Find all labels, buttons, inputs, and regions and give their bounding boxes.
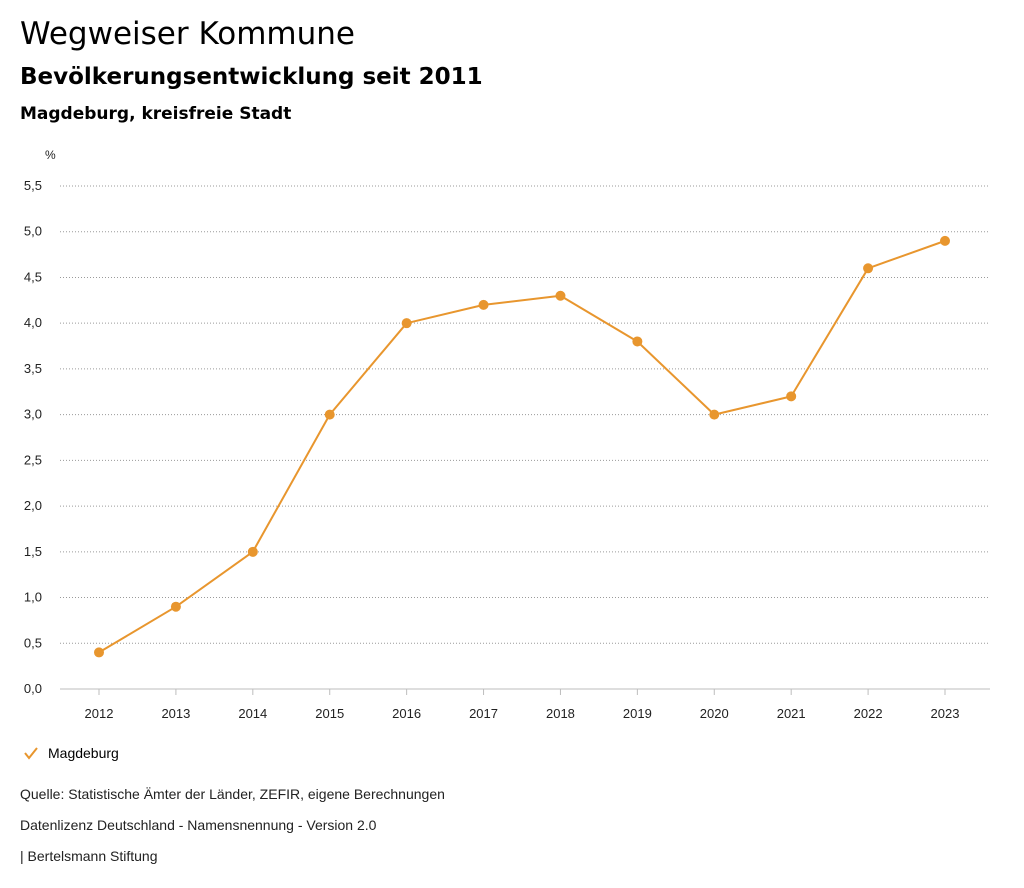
y-tick-label: 2,5 bbox=[24, 452, 42, 467]
data-point bbox=[786, 391, 797, 402]
y-tick-label: 5,5 bbox=[24, 178, 42, 193]
check-icon bbox=[24, 747, 38, 760]
y-tick-label: 1,5 bbox=[24, 544, 42, 559]
y-tick-label: 3,0 bbox=[24, 407, 42, 422]
data-point bbox=[632, 336, 643, 347]
region-label: Magdeburg, kreisfreie Stadt bbox=[20, 104, 292, 124]
data-point bbox=[170, 601, 181, 612]
x-tick-label: 2023 bbox=[931, 706, 960, 721]
chart-subtitle: Bevölkerungsentwicklung seit 2011 bbox=[20, 64, 483, 90]
data-point bbox=[94, 647, 104, 658]
data-point bbox=[863, 263, 874, 274]
data-point bbox=[401, 318, 412, 329]
series-line bbox=[98, 239, 946, 654]
data-point bbox=[324, 409, 335, 420]
y-tick-label: 5,0 bbox=[24, 224, 42, 239]
y-tick-label: 4,5 bbox=[24, 269, 42, 284]
x-tick-label: 2020 bbox=[700, 706, 729, 721]
x-tick-label: 2017 bbox=[469, 706, 498, 721]
x-tick-label: 2014 bbox=[238, 706, 267, 721]
x-tick-label: 2018 bbox=[546, 706, 575, 721]
data-point bbox=[940, 235, 950, 246]
y-tick-label: 1,0 bbox=[24, 590, 42, 605]
source-note: Quelle: Statistische Ämter der Länder, Z… bbox=[20, 786, 445, 802]
x-tick-label: 2016 bbox=[392, 706, 421, 721]
y-tick-label: 0,0 bbox=[24, 681, 42, 696]
legend-label: Magdeburg bbox=[48, 745, 119, 761]
chart-legend[interactable]: Magdeburg bbox=[22, 744, 119, 762]
publisher-note: | Bertelsmann Stiftung bbox=[20, 848, 158, 864]
x-tick-label: 2013 bbox=[161, 706, 190, 721]
y-tick-label: 2,0 bbox=[24, 498, 42, 513]
y-tick-label: 0,5 bbox=[24, 635, 42, 650]
data-point bbox=[709, 409, 720, 420]
y-axis-unit: % bbox=[45, 148, 56, 162]
x-tick-label: 2021 bbox=[777, 706, 806, 721]
data-point bbox=[478, 299, 489, 310]
y-tick-label: 3,5 bbox=[24, 361, 42, 376]
x-tick-label: 2015 bbox=[315, 706, 344, 721]
license-note: Datenlizenz Deutschland - Namensnennung … bbox=[20, 817, 377, 833]
x-tick-label: 2019 bbox=[623, 706, 652, 721]
y-tick-label: 4,0 bbox=[24, 315, 42, 330]
data-point bbox=[555, 290, 566, 301]
page-title: Wegweiser Kommune bbox=[20, 16, 355, 52]
x-tick-label: 2012 bbox=[85, 706, 114, 721]
data-point bbox=[247, 546, 258, 557]
line-chart: % 0,0 0,5 1,0 1,5 2,0 2,5 3,0 3,5 4,0 4,5 5,0 5,5 201… bbox=[24, 148, 990, 721]
x-tick-label: 2022 bbox=[854, 706, 883, 721]
